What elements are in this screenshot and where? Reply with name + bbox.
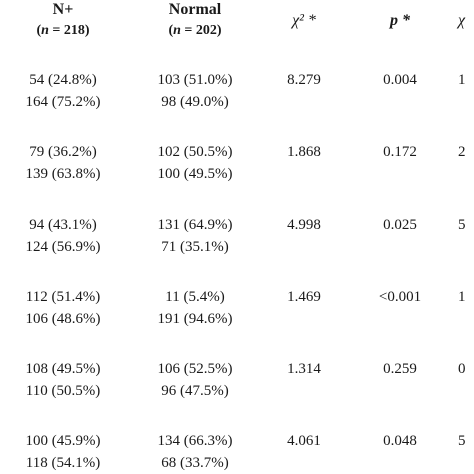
row-4-n-plus-a: 108 (49.5%) xyxy=(25,361,101,377)
row-4-chi-square: 1.314 xyxy=(287,361,321,377)
row-3-chi-square: 1.469 xyxy=(287,289,321,305)
row-2-normal-a: 131 (64.9%) xyxy=(157,217,233,233)
row-3-normal-a: 11 (5.4%) xyxy=(165,289,225,305)
row-4-normal-b: 96 (47.5%) xyxy=(161,383,229,399)
row-1-cut-value: 2 xyxy=(458,144,466,160)
row-5-normal-b: 68 (33.7%) xyxy=(161,455,229,471)
col-normal-n-value: = 202) xyxy=(180,23,222,38)
row-5-cut-value: 5 xyxy=(458,433,466,449)
col-cut-title: χ xyxy=(458,12,466,29)
row-2-cut-value: 5 xyxy=(458,217,466,233)
row-4-n-plus-b: 110 (50.5%) xyxy=(25,383,101,399)
row-0-n-plus-b: 164 (75.2%) xyxy=(25,94,101,110)
col-normal-count: (n = 202) xyxy=(168,23,222,38)
row-5-p-value: 0.048 xyxy=(383,433,417,449)
row-1-n-plus-b: 139 (63.8%) xyxy=(25,166,101,182)
col-n-plus-n-label: n xyxy=(41,23,49,38)
col-p-value-title: p * xyxy=(390,12,410,29)
row-5-chi-square: 4.061 xyxy=(287,433,321,449)
row-2-p-value: 0.025 xyxy=(383,217,417,233)
col-normal-n-label: n xyxy=(173,23,181,38)
row-0-n-plus-a: 54 (24.8%) xyxy=(29,72,97,88)
row-1-p-value: 0.172 xyxy=(383,144,417,160)
row-0-p-value: 0.004 xyxy=(383,72,417,88)
row-4-cut-value: 0 xyxy=(458,361,466,377)
row-2-chi-square: 4.998 xyxy=(287,217,321,233)
row-5-n-plus-a: 100 (45.9%) xyxy=(25,433,101,449)
row-3-p-value: <0.001 xyxy=(378,289,422,305)
row-3-cut-value: 1 xyxy=(458,289,466,305)
row-0-normal-b: 98 (49.0%) xyxy=(161,94,229,110)
col-chi-square-title: χ² * xyxy=(292,12,316,29)
row-3-n-plus-b: 106 (48.6%) xyxy=(25,311,101,327)
row-0-normal-a: 103 (51.0%) xyxy=(157,72,233,88)
row-0-cut-value: 1 xyxy=(458,72,466,88)
row-5-normal-a: 134 (66.3%) xyxy=(157,433,233,449)
row-1-normal-b: 100 (49.5%) xyxy=(157,166,233,182)
col-n-plus-count: (n = 218) xyxy=(36,23,90,38)
row-4-p-value: 0.259 xyxy=(383,361,417,377)
row-5-n-plus-b: 118 (54.1%) xyxy=(25,455,101,471)
col-n-plus-n-value: = 218) xyxy=(48,23,90,38)
col-normal-title: Normal xyxy=(168,1,222,18)
row-0-chi-square: 8.279 xyxy=(287,72,321,88)
row-2-n-plus-a: 94 (43.1%) xyxy=(29,217,97,233)
row-1-normal-a: 102 (50.5%) xyxy=(157,144,233,160)
col-n-plus-title: N+ xyxy=(52,1,74,18)
row-2-normal-b: 71 (35.1%) xyxy=(161,239,229,255)
row-3-n-plus-a: 112 (51.4%) xyxy=(25,289,101,305)
row-4-normal-a: 106 (52.5%) xyxy=(157,361,233,377)
row-1-n-plus-a: 79 (36.2%) xyxy=(29,144,97,160)
row-1-chi-square: 1.868 xyxy=(287,144,321,160)
row-3-normal-b: 191 (94.6%) xyxy=(157,311,233,327)
row-2-n-plus-b: 124 (56.9%) xyxy=(25,239,101,255)
